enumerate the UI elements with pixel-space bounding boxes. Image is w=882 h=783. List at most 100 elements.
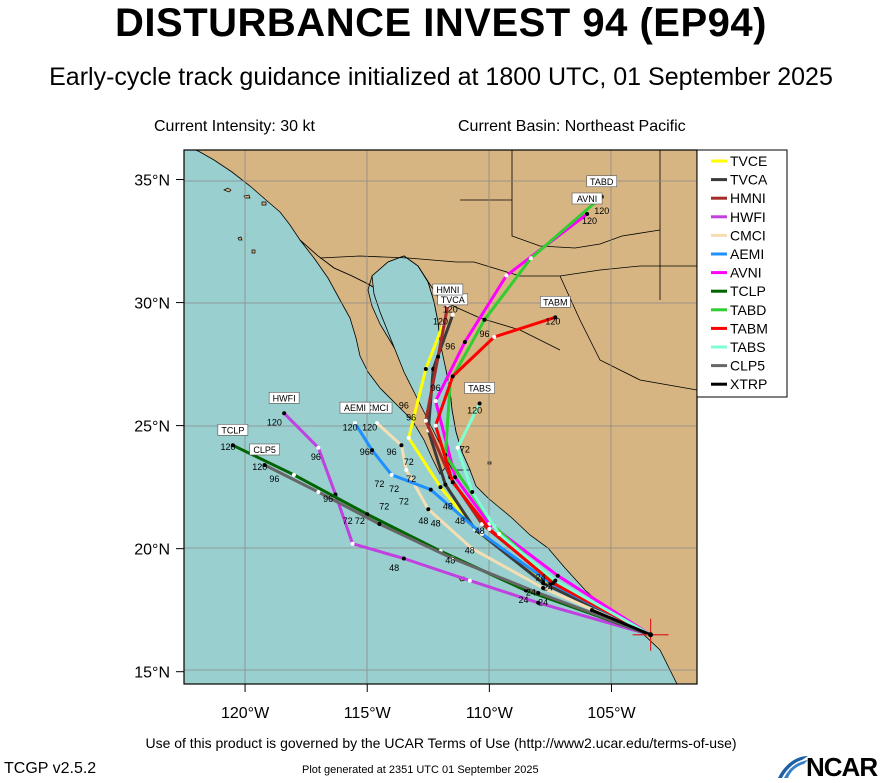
- track-point: [553, 315, 558, 320]
- track-end-label: HWFI: [273, 393, 296, 403]
- track-point: [450, 480, 455, 485]
- forecast-hour-label: 24: [526, 587, 536, 597]
- track-point: [492, 335, 497, 340]
- legend-label-hwfi: HWFI: [730, 209, 766, 225]
- track-point: [550, 581, 555, 586]
- forecast-hour-label: 120: [433, 317, 448, 327]
- forecast-hour-label: 72: [379, 501, 389, 511]
- axis-ticks: 120°W 115°W 110°W 105°W 15°N 20°N 25°N 30°N 35°N: [134, 173, 636, 722]
- forecast-hour-label: 96: [323, 494, 333, 504]
- track-point: [230, 443, 235, 448]
- track-point: [589, 608, 594, 613]
- ncar-logo-icon: [778, 756, 808, 778]
- track-point: [438, 485, 443, 490]
- track-point: [291, 472, 296, 477]
- forecast-hour-label: 72: [374, 479, 384, 489]
- track-point: [477, 401, 482, 406]
- lon-tick-label: 120°W: [221, 705, 270, 722]
- forecast-hour-label: 48: [443, 501, 453, 511]
- track-end-label: CLP5: [253, 445, 276, 455]
- track-end-label-box: [339, 401, 371, 414]
- track-end-label: AEMI: [344, 403, 366, 413]
- track-end-label: HMNI: [436, 285, 459, 295]
- track-end-label-box: [571, 192, 603, 205]
- lon-tick-label: 110°W: [466, 705, 514, 722]
- track-end-label: TCLP: [221, 425, 244, 435]
- lat-tick-label: 35°N: [134, 173, 170, 190]
- track-point: [470, 546, 475, 551]
- forecast-hour-label: 72: [389, 484, 399, 494]
- forecast-hour-label: 24: [543, 582, 553, 592]
- track-point: [487, 526, 492, 531]
- forecast-hour-label: 72: [404, 457, 414, 467]
- forecast-hour-label: 48: [455, 516, 465, 526]
- forecast-hour-label: 24: [519, 595, 529, 605]
- track-point: [433, 399, 438, 404]
- track-point: [553, 578, 558, 583]
- track-point: [436, 354, 441, 359]
- track-point: [426, 507, 431, 512]
- forecast-hour-label: 120: [545, 317, 560, 327]
- version-label: TCGP v2.5.2: [4, 760, 97, 777]
- track-point: [282, 411, 287, 416]
- track-point: [423, 367, 428, 372]
- forecast-hour-label: 72: [355, 516, 365, 526]
- track-end-label: TABD: [590, 177, 614, 187]
- lon-tick-label: 105°W: [587, 705, 636, 722]
- track-point: [365, 512, 370, 517]
- legend-label-aemi: AEMI: [730, 246, 764, 262]
- legend-label-tabm: TABM: [730, 320, 768, 336]
- current-intensity: Current Intensity: 30 kt: [154, 118, 315, 135]
- legend-label-tabd: TABD: [730, 302, 766, 318]
- forecast-hour-label: 120: [220, 442, 235, 452]
- forecast-hour-label: 120: [443, 304, 458, 314]
- track-point: [370, 448, 375, 453]
- forecast-hour-label: 120: [343, 423, 358, 433]
- forecast-hour-label: 96: [479, 329, 489, 339]
- track-end-label-box: [540, 296, 571, 308]
- forecast-hour-label: 72: [399, 496, 409, 506]
- track-hwfi: [283, 412, 652, 637]
- track-point: [262, 462, 267, 467]
- lat-tick-label: 25°N: [134, 419, 170, 436]
- forecast-hour-label: 96: [431, 383, 441, 393]
- forecast-hour-label: 120: [594, 206, 609, 216]
- forecast-hour-label: 48: [445, 555, 455, 565]
- map-frame: [183, 149, 698, 685]
- tracks-layer: [230, 194, 652, 637]
- forecast-hour-label: 96: [387, 447, 397, 457]
- initial-position-marker: [632, 618, 669, 651]
- track-end-label-box: [464, 382, 495, 394]
- legend: TVCE TVCA HMNI HWFI CMCI AEMI AVNI TCLP TABD TABM…: [696, 149, 788, 398]
- lat-tick-label: 15°N: [134, 665, 170, 682]
- forecast-hour-label: 48: [431, 519, 441, 529]
- track-point: [433, 423, 438, 428]
- track-end-label-box: [432, 283, 464, 296]
- lat-tick-label: 30°N: [134, 296, 170, 313]
- track-point: [480, 531, 485, 536]
- forecast-hour-label: 120: [362, 423, 377, 433]
- forecast-hour-label: 120: [252, 462, 267, 472]
- current-basin: Current Basin: Northeast Pacific: [458, 118, 686, 135]
- ncar-logo-text: NCAR: [806, 752, 878, 782]
- track-point: [389, 472, 394, 477]
- forecast-hour-label: 96: [399, 400, 409, 410]
- track-point: [316, 445, 321, 450]
- track-point: [541, 586, 546, 591]
- track-end-label: CMCI: [365, 403, 388, 413]
- forecast-hour-label: 96: [360, 447, 370, 457]
- forecast-hour-label: 72: [460, 445, 470, 455]
- forecast-hour-label: 72: [406, 474, 416, 484]
- track-end-label: TVCA: [441, 295, 465, 305]
- track-point: [399, 443, 404, 448]
- track-point: [401, 556, 406, 561]
- forecast-hour-label: 120: [467, 405, 482, 415]
- track-point: [350, 541, 355, 546]
- forecast-hour-label: 96: [269, 474, 279, 484]
- forecast-hour-label: 96: [311, 452, 321, 462]
- forecast-hour-label: 48: [465, 546, 475, 556]
- track-end-label: TABS: [468, 383, 491, 393]
